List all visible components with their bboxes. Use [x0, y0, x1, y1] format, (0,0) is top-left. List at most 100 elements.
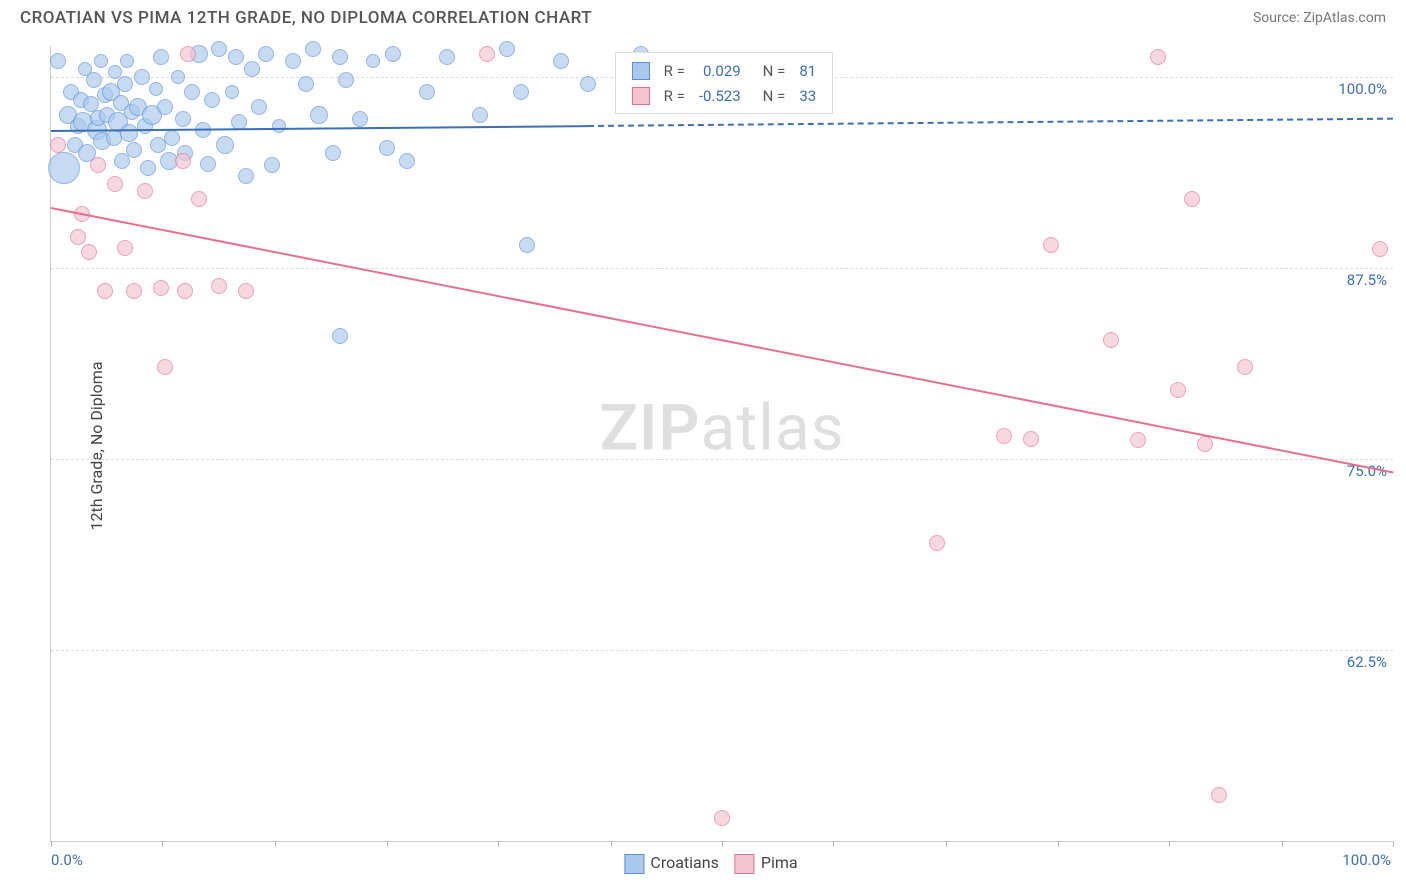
data-point [117, 76, 133, 92]
data-point [50, 53, 66, 69]
y-tick-label: 100.0% [1338, 80, 1387, 98]
data-point [211, 278, 227, 294]
data-point [120, 54, 134, 68]
data-point [439, 49, 455, 65]
data-point [1184, 191, 1200, 207]
data-point [264, 157, 280, 173]
data-point [1150, 49, 1166, 65]
data-point [86, 72, 102, 88]
data-point [1130, 432, 1146, 448]
data-point [996, 428, 1012, 444]
data-point [94, 54, 108, 68]
data-point [332, 328, 348, 344]
data-point [97, 283, 113, 299]
data-point [310, 106, 328, 124]
data-point [338, 72, 354, 88]
x-tick [1058, 841, 1059, 847]
data-point [513, 84, 529, 100]
data-point [332, 49, 348, 65]
legend-series-name: Pima [761, 853, 798, 872]
data-point [134, 69, 150, 85]
scatter-chart: ZIPatlas 62.5%75.0%87.5%100.0%0.0%100.0%… [50, 46, 1393, 842]
x-tick [946, 841, 947, 847]
x-tick [722, 841, 723, 847]
data-point [238, 283, 254, 299]
data-point [153, 280, 169, 296]
data-point [379, 140, 395, 156]
x-tick [833, 841, 834, 847]
data-point [1237, 359, 1253, 375]
data-point [352, 111, 368, 127]
data-point [238, 168, 254, 184]
data-point [177, 283, 193, 299]
gridline [51, 268, 1393, 269]
source-attribution: Source: ZipAtlas.com [1253, 10, 1386, 26]
data-point [251, 99, 267, 115]
y-tick-label: 62.5% [1347, 653, 1387, 671]
data-point [272, 119, 286, 133]
data-point [48, 152, 80, 184]
trend-line [51, 207, 1393, 473]
data-point [929, 535, 945, 551]
data-point [175, 111, 191, 127]
data-point [164, 130, 180, 146]
data-point [1023, 431, 1039, 447]
data-point [1372, 241, 1388, 257]
data-point [216, 136, 234, 154]
data-point [419, 84, 435, 100]
data-point [244, 61, 260, 77]
x-tick [275, 841, 276, 847]
data-point [1197, 436, 1213, 452]
data-point [191, 191, 207, 207]
data-point [153, 49, 169, 65]
data-point [211, 41, 227, 57]
x-tick [1393, 841, 1394, 847]
legend-swatch [632, 87, 650, 105]
data-point [325, 145, 341, 161]
data-point [157, 359, 173, 375]
trend-line [588, 118, 1393, 127]
data-point [81, 244, 97, 260]
data-point [1170, 382, 1186, 398]
data-point [714, 810, 730, 826]
data-point [126, 283, 142, 299]
data-point [1211, 787, 1227, 803]
data-point [126, 142, 142, 158]
gridline [51, 650, 1393, 651]
data-point [580, 76, 596, 92]
data-point [117, 240, 133, 256]
data-point [366, 54, 380, 68]
data-point [553, 53, 569, 69]
data-point [472, 107, 488, 123]
legend-swatch [735, 854, 755, 874]
x-max-label: 100.0% [1342, 851, 1391, 869]
data-point [385, 46, 401, 62]
data-point [479, 46, 495, 62]
data-point [171, 70, 185, 84]
data-point [137, 183, 153, 199]
x-tick [51, 841, 52, 847]
data-point [149, 82, 163, 96]
data-point [399, 153, 415, 169]
data-point [107, 176, 123, 192]
stats-legend: R =0.029N =81R =-0.523N =33 [615, 52, 834, 114]
legend-series-name: Croatians [650, 853, 718, 872]
gridline [51, 459, 1393, 460]
x-tick [162, 841, 163, 847]
data-point [175, 153, 191, 169]
x-tick [1282, 841, 1283, 847]
x-tick [387, 841, 388, 847]
data-point [204, 92, 220, 108]
x-tick [611, 841, 612, 847]
data-point [184, 84, 200, 100]
data-point [180, 46, 196, 62]
data-point [70, 229, 86, 245]
x-tick [498, 841, 499, 847]
data-point [298, 76, 314, 92]
data-point [228, 49, 244, 65]
data-point [157, 99, 173, 115]
y-tick-label: 87.5% [1347, 271, 1387, 289]
legend-swatch [632, 62, 650, 80]
data-point [120, 124, 138, 142]
bottom-legend: Croatians Pima [608, 853, 797, 874]
